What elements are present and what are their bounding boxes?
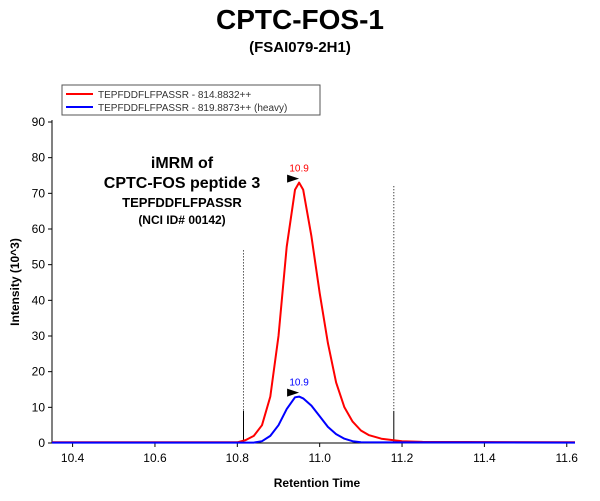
y-axis-label: Intensity (10^3) bbox=[8, 238, 22, 326]
legend-label-heavy: TEPFDDFLFPASSR - 819.8873++ (heavy) bbox=[98, 103, 287, 114]
annotation-line-3: TEPFDDFLFPASSR bbox=[122, 195, 242, 210]
y-tick-label: 60 bbox=[32, 222, 46, 236]
y-tick-label: 10 bbox=[32, 400, 46, 414]
peak-label: 10.9 bbox=[289, 164, 309, 175]
x-axis-label: Retention Time bbox=[274, 476, 361, 490]
plot-area: 10.9 10.9 bbox=[52, 164, 576, 444]
x-tick-label: 10.4 bbox=[61, 451, 85, 465]
apex-marker bbox=[287, 174, 300, 183]
x-tick-label: 11.6 bbox=[556, 451, 579, 465]
y-tick-label: 70 bbox=[32, 186, 46, 200]
series-line-light bbox=[52, 181, 576, 444]
chart-subtitle: (FSAI079-2H1) bbox=[249, 39, 351, 56]
y-tick-label: 30 bbox=[32, 329, 46, 343]
x-tick-label: 10.6 bbox=[143, 451, 167, 465]
y-tick-label: 40 bbox=[32, 293, 46, 307]
x-tick-label: 11.2 bbox=[391, 451, 414, 465]
x-tick-label: 10.8 bbox=[226, 451, 250, 465]
legend-box bbox=[61, 84, 321, 116]
chart-title: CPTC-FOS-1 bbox=[216, 4, 384, 35]
y-tick-label: 80 bbox=[32, 151, 46, 165]
series-line-heavy bbox=[52, 395, 576, 444]
apex-marker bbox=[287, 388, 300, 397]
peak-label: 10.9 bbox=[289, 378, 309, 389]
y-tick-label: 0 bbox=[38, 436, 45, 450]
y-tick-label: 50 bbox=[32, 258, 46, 272]
annotation-line-1: iMRM of bbox=[151, 155, 214, 172]
y-tick-label: 90 bbox=[32, 115, 46, 129]
annotation-line-4: (NCI ID# 00142) bbox=[138, 213, 225, 227]
x-tick-label: 11.4 bbox=[473, 451, 496, 465]
annotation-line-2: CPTC-FOS peptide 3 bbox=[104, 175, 261, 192]
x-tick-label: 11.0 bbox=[308, 451, 331, 465]
annotation-block: iMRM of CPTC-FOS peptide 3 TEPFDDFLFPASS… bbox=[104, 155, 261, 227]
y-tick-label: 20 bbox=[32, 365, 46, 379]
legend-label-light: TEPFDDFLFPASSR - 814.8832++ bbox=[98, 90, 251, 101]
legend: TEPFDDFLFPASSR - 814.8832++ TEPFDDFLFPAS… bbox=[61, 84, 321, 116]
